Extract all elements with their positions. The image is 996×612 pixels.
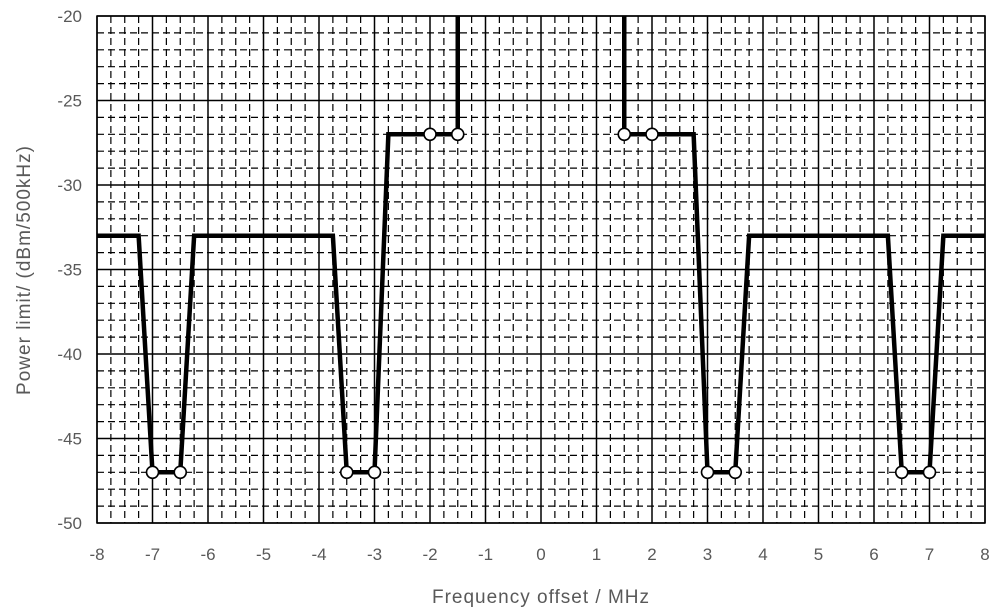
data-point-marker — [645, 127, 659, 142]
data-point-marker — [423, 127, 437, 142]
x-tick-label: 0 — [536, 545, 545, 564]
x-tick-label: 5 — [814, 545, 823, 564]
data-point-marker — [450, 127, 465, 142]
x-tick-label: 4 — [758, 545, 767, 564]
y-tick-label: -40 — [57, 345, 82, 364]
data-point-marker — [728, 465, 743, 480]
data-point-marker — [922, 465, 937, 480]
y-tick-label: -20 — [57, 7, 82, 26]
y-axis-title: Power limit/ (dBm/500kHz) — [14, 145, 35, 395]
x-tick-label: -6 — [200, 545, 215, 564]
x-tick-label: 6 — [869, 545, 878, 564]
x-axis-title: Frequency offset / MHz — [432, 587, 650, 608]
x-tick-label: 2 — [647, 545, 656, 564]
y-tick-label: -30 — [57, 176, 82, 195]
x-tick-label: -2 — [422, 545, 437, 564]
x-tick-label: -8 — [89, 545, 104, 564]
major-grid — [96, 15, 986, 524]
x-tick-label: -5 — [256, 545, 271, 564]
data-point-marker — [145, 465, 160, 480]
x-tick-label: -3 — [367, 545, 382, 564]
data-point-marker — [367, 465, 382, 480]
x-tick-label: -4 — [311, 545, 326, 564]
data-point-marker — [339, 465, 354, 480]
y-axis-ticks: -50 -45 -40 -35 -30 -25 -20 — [57, 7, 82, 533]
x-tick-label: 3 — [703, 545, 712, 564]
data-point-marker — [617, 127, 632, 142]
data-point-marker — [700, 465, 715, 480]
x-tick-label: -7 — [145, 545, 160, 564]
plot-area-border — [96, 15, 986, 524]
x-axis-ticks: -8 -7 -6 -5 -4 -3 -2 -1 0 1 2 3 4 5 6 7 8 — [89, 545, 989, 564]
y-tick-label: -50 — [57, 514, 82, 533]
y-tick-label: -35 — [57, 261, 82, 280]
data-markers — [145, 127, 937, 480]
y-tick-label: -45 — [57, 430, 82, 449]
x-tick-label: 1 — [592, 545, 601, 564]
x-tick-label: 7 — [925, 545, 934, 564]
data-point-marker — [894, 465, 909, 480]
data-point-marker — [173, 465, 188, 480]
y-tick-label: -25 — [57, 92, 82, 111]
x-tick-label: -1 — [478, 545, 493, 564]
x-tick-label: 8 — [980, 545, 989, 564]
